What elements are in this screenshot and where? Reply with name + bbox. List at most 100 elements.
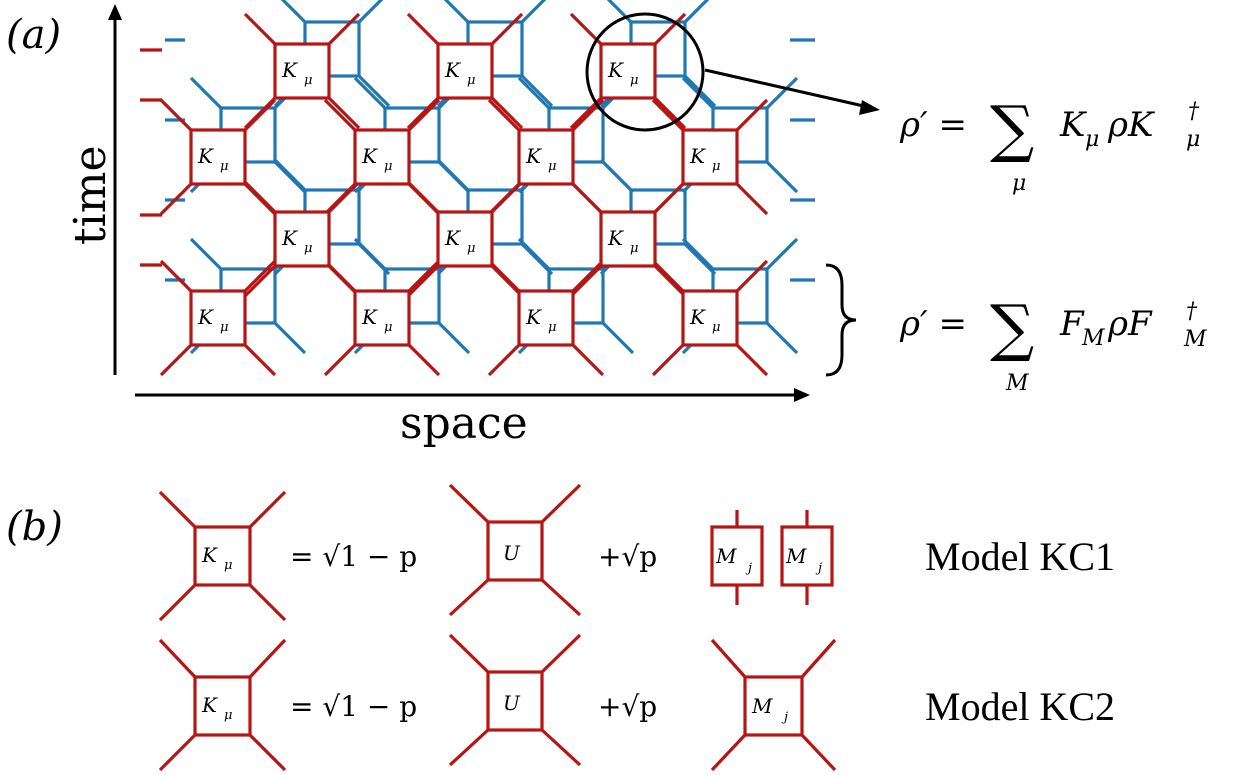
red-leg xyxy=(407,259,441,293)
blue-leg xyxy=(280,0,307,24)
row2-unitary-box: U xyxy=(448,633,582,767)
eq-bottom-f: F xyxy=(1059,304,1085,344)
channel-equation-bottom: ρ′ = ∑ M F M ρF † M xyxy=(899,291,1207,396)
svg-text:K: K xyxy=(201,543,218,567)
red-leg xyxy=(571,343,605,377)
svg-text:μ: μ xyxy=(224,708,232,723)
svg-text:M: M xyxy=(715,544,737,568)
red-leg xyxy=(243,259,277,293)
row1-measurement-box-2: M j xyxy=(780,510,834,605)
eq-bottom-f2-sub: M xyxy=(1183,327,1207,352)
time-axis-label: time xyxy=(65,145,116,245)
blue-leg xyxy=(765,237,799,271)
red-leg xyxy=(651,343,685,377)
blue-leg xyxy=(353,237,387,271)
panel-a-label: (a) xyxy=(6,12,61,58)
red-leg xyxy=(243,264,277,298)
red-leg xyxy=(735,259,769,293)
eq-top-dagger: † xyxy=(1188,99,1200,124)
eq-top-sum-index: μ xyxy=(1012,171,1026,196)
red-leg xyxy=(407,343,441,377)
blue-leg xyxy=(189,76,223,110)
svg-text:j: j xyxy=(745,561,752,576)
zoom-pointer-line xyxy=(704,68,869,109)
red-leg xyxy=(159,259,193,293)
svg-text:M: M xyxy=(785,544,807,568)
red-leg xyxy=(243,12,277,46)
red-leg xyxy=(651,98,685,132)
red-leg xyxy=(323,343,357,377)
kraus-box-label: K xyxy=(444,58,461,82)
blue-leg xyxy=(357,0,384,24)
kraus-box-label: K xyxy=(525,144,542,168)
red-lattice xyxy=(140,12,769,377)
kraus-box-label: K xyxy=(689,144,706,168)
red-leg xyxy=(323,98,357,132)
kraus-box-subscript: μ xyxy=(548,159,556,174)
blue-leg xyxy=(599,158,633,192)
row2-kraus-box: K μ xyxy=(158,638,287,772)
red-leg xyxy=(327,12,361,46)
blue-leg xyxy=(683,242,717,276)
panel-b-label: (b) xyxy=(6,504,63,550)
red-leg xyxy=(159,98,193,132)
blue-leg xyxy=(765,76,799,110)
red-leg xyxy=(651,259,685,293)
red-leg xyxy=(406,180,440,214)
eq-top-k2-sub: μ xyxy=(1186,127,1200,152)
red-leg xyxy=(487,259,521,293)
red-leg xyxy=(406,12,440,46)
zoom-circle xyxy=(585,12,705,132)
kraus-box-label: K xyxy=(444,226,461,250)
blue-leg xyxy=(436,158,470,192)
blue-leg xyxy=(443,0,470,24)
row2-term1: = √1 − p xyxy=(290,690,417,723)
red-leg xyxy=(406,264,440,298)
svg-text:K: K xyxy=(201,693,218,717)
eq-bottom-sum-index: M xyxy=(1005,371,1029,396)
eq-bottom-lhs: ρ′ = xyxy=(899,304,967,344)
kraus-box-subscript: μ xyxy=(467,241,475,256)
panel-b-row-2: K μ = √1 − p U +√p M j Model KC2 xyxy=(158,633,1115,772)
red-leg xyxy=(243,343,277,377)
red-leg xyxy=(406,96,440,130)
space-axis-arrowhead xyxy=(794,388,810,402)
blue-leg xyxy=(189,237,223,271)
blue-leg xyxy=(606,0,633,24)
row1-unitary-box: U xyxy=(448,483,582,617)
red-leg xyxy=(327,96,361,130)
red-leg xyxy=(735,98,769,132)
svg-text:μ: μ xyxy=(224,558,232,573)
blue-leg xyxy=(601,321,635,355)
axes xyxy=(108,4,810,402)
kraus-box-subscript: μ xyxy=(304,241,312,256)
kraus-box-label: K xyxy=(607,58,624,82)
blue-leg xyxy=(353,76,387,110)
model-kc2-label: Model KC2 xyxy=(925,684,1115,729)
eq-top-k: K xyxy=(1059,105,1088,145)
eq-bottom-sum: ∑ xyxy=(990,291,1034,364)
blue-leg xyxy=(683,0,710,24)
red-leg xyxy=(407,98,441,132)
row1-term1: = √1 − p xyxy=(290,540,417,573)
red-leg xyxy=(653,96,687,130)
row1-kraus-box: K μ xyxy=(158,490,287,622)
svg-text:j: j xyxy=(781,710,788,725)
kraus-box-subscript: μ xyxy=(220,159,228,174)
eq-bottom-f-sub: M xyxy=(1081,326,1105,351)
red-leg xyxy=(487,343,521,377)
red-leg xyxy=(243,180,277,214)
blue-leg xyxy=(520,74,554,108)
eq-top-lhs: ρ′ = xyxy=(899,105,967,145)
